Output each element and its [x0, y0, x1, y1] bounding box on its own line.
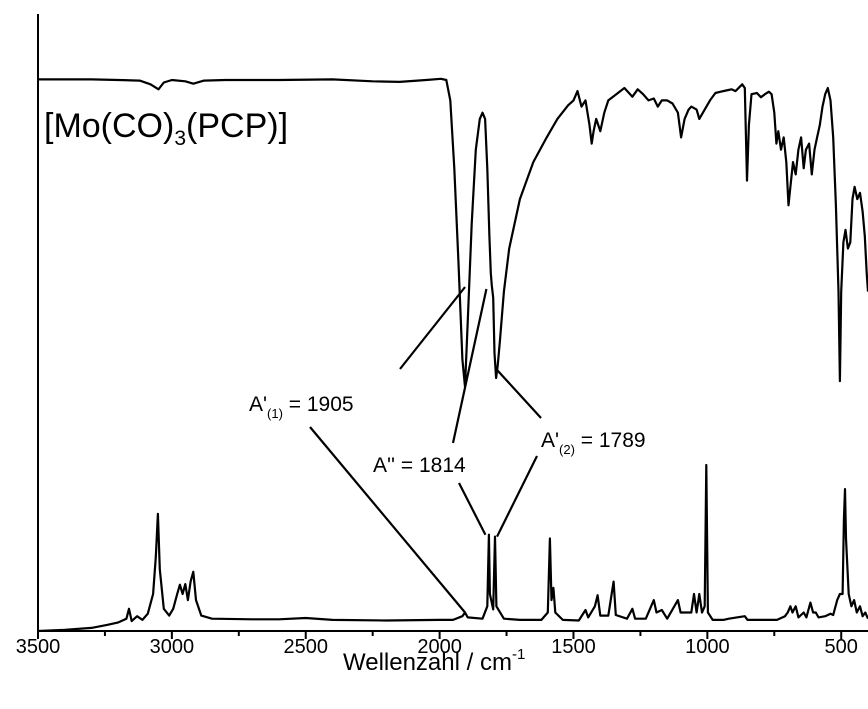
x-tick-label: 500 [825, 636, 858, 658]
annotation-a3-post: = 1789 [575, 429, 646, 452]
x-tick-label: 1000 [685, 636, 730, 658]
x-tick-label: 2000 [417, 636, 462, 658]
annotation-leader-line [458, 482, 487, 536]
annotation-a3-pre: A' [541, 429, 559, 452]
annotation-a2-label: A'' = 1814 [373, 454, 466, 477]
x-tick-label: 3000 [150, 636, 195, 658]
annotation-a2-pre: A'' [373, 454, 395, 477]
x-axis-title: Wellenzahl / cm-1 [343, 646, 525, 676]
compound-label-sub: 3 [174, 127, 186, 150]
annotation-a1-label: A'(1) = 1905 [249, 393, 354, 421]
calculated-spectrum-line [37, 463, 868, 633]
experimental-spectrum-line [38, 77, 868, 388]
annotation-leader-line [399, 286, 466, 370]
annotation-leader-line [496, 369, 542, 419]
x-tick-label: 1500 [551, 636, 596, 658]
annotation-leader-line [451, 288, 488, 444]
annotation-a3-label: A'(2) = 1789 [541, 429, 646, 457]
x-axis-title-sup: -1 [512, 646, 525, 663]
annotation-a1-post: = 1905 [283, 393, 354, 416]
annotation-leader-line [496, 455, 538, 538]
x-tick-label: 2500 [283, 636, 328, 658]
compound-label-post: (PCP)] [186, 107, 288, 145]
annotation-a1-sub: (1) [267, 406, 283, 421]
compound-label-pre: [Mo(CO) [44, 107, 174, 145]
annotation-a1-pre: A' [249, 393, 267, 416]
annotation-a3-sub: (2) [559, 442, 575, 457]
annotation-a2-post: = 1814 [395, 454, 466, 477]
annotation-leader-line [309, 426, 466, 614]
compound-label: [Mo(CO)3(PCP)] [44, 107, 288, 150]
x-axis-title-text: Wellenzahl / cm [343, 649, 512, 676]
x-tick-label: 3500 [16, 636, 61, 658]
